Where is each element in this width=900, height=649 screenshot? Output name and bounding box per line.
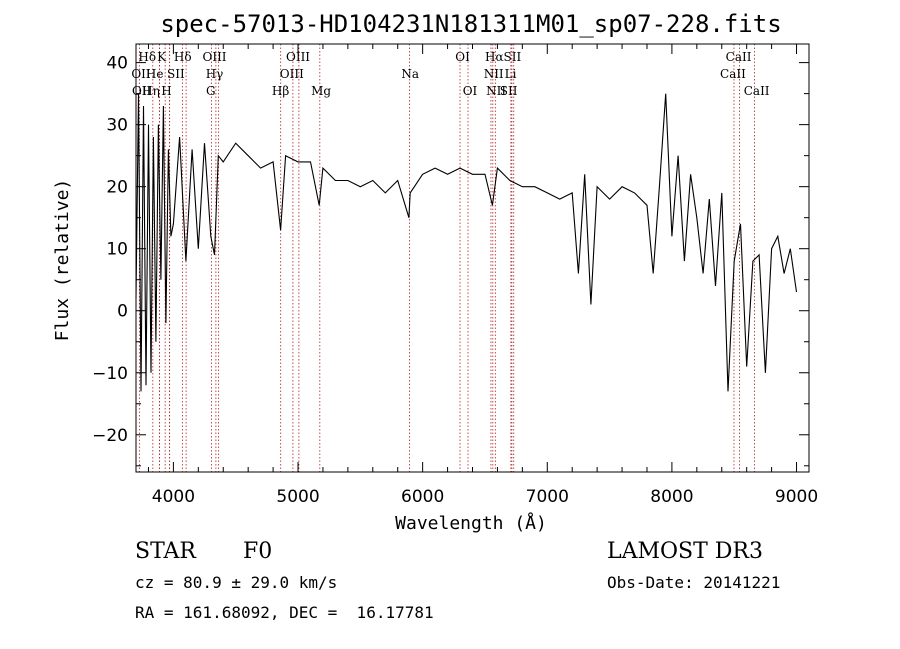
line-label: Hα: [485, 50, 504, 64]
line-label: He: [146, 67, 164, 81]
y-tick-label: 10: [106, 240, 128, 260]
line-label: SII: [167, 67, 185, 81]
line-label: Hβ: [272, 84, 289, 98]
plot-frame: [135, 43, 810, 473]
line-label: CaII: [720, 67, 746, 81]
x-tick-label: 9000: [775, 487, 818, 507]
line-label: Mg: [311, 84, 331, 98]
y-tick-label: 20: [106, 178, 128, 198]
line-label: Hδ: [138, 50, 156, 64]
line-label: Hδ: [174, 50, 192, 64]
line-label: G: [206, 84, 216, 98]
y-tick-label: −20: [92, 426, 128, 446]
line-label: Na: [401, 67, 419, 81]
y-tick-label: 40: [106, 54, 128, 74]
redshift-text: cz = 80.9 ± 29.0 km/s: [135, 573, 338, 592]
line-label: OI: [455, 50, 470, 64]
line-label: OIII: [280, 67, 304, 81]
x-tick-label: 7000: [526, 487, 569, 507]
y-tick-label: 30: [106, 116, 128, 136]
line-label: NII: [484, 67, 504, 81]
survey-name: LAMOST DR3: [607, 539, 763, 564]
y-tick-label: −10: [92, 364, 128, 384]
x-axis-ticks: 4000 5000 6000 7000 8000 9000: [147, 44, 818, 507]
object-class: STAR: [135, 539, 196, 564]
line-label: H: [161, 84, 171, 98]
y-axis-label: Flux (relative): [52, 179, 73, 342]
y-tick-label: 0: [117, 302, 128, 322]
line-label: CaII: [726, 50, 752, 64]
line-label: K: [157, 50, 167, 64]
line-label: OI: [463, 84, 478, 98]
chart-title: spec-57013-HD104231N181311M01_sp07-228.f…: [160, 10, 781, 38]
line-label: OII: [132, 84, 152, 98]
line-label: SII: [500, 84, 518, 98]
line-label: OIII: [202, 50, 226, 64]
observation-date: Obs-Date: 20141221: [607, 573, 781, 592]
line-label: NII: [486, 84, 506, 98]
x-tick-label: 4000: [152, 487, 195, 507]
line-label: Hγ: [206, 67, 224, 81]
emission-line-markers: [138, 44, 755, 472]
coordinates-text: RA = 161.68092, DEC = 16.17781: [135, 603, 434, 622]
line-label: Hη: [142, 84, 160, 98]
x-tick-label: 6000: [401, 487, 444, 507]
y-axis-ticks: −20 −10 0 10 20 30 40: [92, 54, 809, 467]
line-label: SII: [504, 50, 522, 64]
x-axis-label: Wavelength (Å): [395, 512, 547, 534]
object-subclass: F0: [243, 539, 273, 564]
x-tick-label: 8000: [650, 487, 693, 507]
x-tick-label: 5000: [276, 487, 319, 507]
line-label: OIII: [286, 50, 310, 64]
line-label: CaII: [744, 84, 770, 98]
spectrum-series-line: [135, 93, 798, 392]
line-label: Li: [505, 67, 517, 81]
